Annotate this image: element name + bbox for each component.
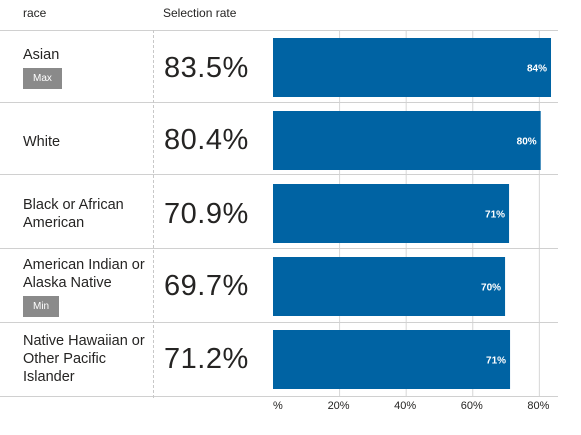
data-label: 71%: [485, 210, 505, 221]
row-american-indian-or-alaska-native: American Indian or Alaska Native Min 69.…: [0, 248, 581, 322]
category-label: Native Hawaiian or Other Pacific Islande…: [23, 333, 145, 385]
category-column-header: race: [23, 6, 47, 20]
bar[interactable]: [273, 184, 510, 243]
row-divider: [0, 322, 558, 323]
rate-value: 71.2%: [164, 343, 249, 375]
data-label: 80%: [517, 137, 537, 148]
rate-value: 69.7%: [164, 270, 249, 302]
category-label: White: [23, 134, 61, 150]
row-native-hawaiian-or-other-pacific-islander: Native Hawaiian or Other Pacific Islande…: [0, 322, 581, 396]
category-label: American Indian or Alaska Native: [23, 257, 145, 291]
row-divider: [0, 174, 558, 175]
data-label: 70%: [481, 283, 501, 294]
min-badge: Min: [23, 296, 60, 317]
bar[interactable]: [273, 38, 552, 97]
x-tick-label: 80%: [527, 400, 549, 412]
data-label: 84%: [527, 64, 547, 75]
row-divider: [0, 396, 558, 397]
x-tick-label: 60%: [461, 400, 483, 412]
rate-value: 80.4%: [164, 124, 249, 156]
x-tick-label: 40%: [394, 400, 416, 412]
row-asian: Asian Max 83.5%: [0, 30, 581, 102]
max-badge: Max: [23, 68, 62, 89]
bar[interactable]: [273, 111, 541, 170]
rate-value: 83.5%: [164, 52, 249, 84]
row-divider: [0, 30, 558, 31]
category-label: Asian: [23, 47, 60, 63]
x-tick-label: 20%: [328, 400, 350, 412]
rate-column-header: Selection rate: [163, 6, 237, 20]
row-black-or-african-american: Black or African American 70.9%: [0, 174, 581, 248]
data-label: 71%: [486, 356, 506, 367]
row-divider: [0, 102, 558, 103]
category-label: Black or African American: [23, 197, 124, 231]
bar[interactable]: [273, 330, 511, 389]
row-white: White 80.4%: [0, 102, 581, 174]
bar[interactable]: [273, 257, 506, 316]
row-divider: [0, 248, 558, 249]
x-tick-label: %: [273, 400, 283, 412]
column-divider: [153, 30, 154, 398]
rate-value: 70.9%: [164, 198, 249, 230]
